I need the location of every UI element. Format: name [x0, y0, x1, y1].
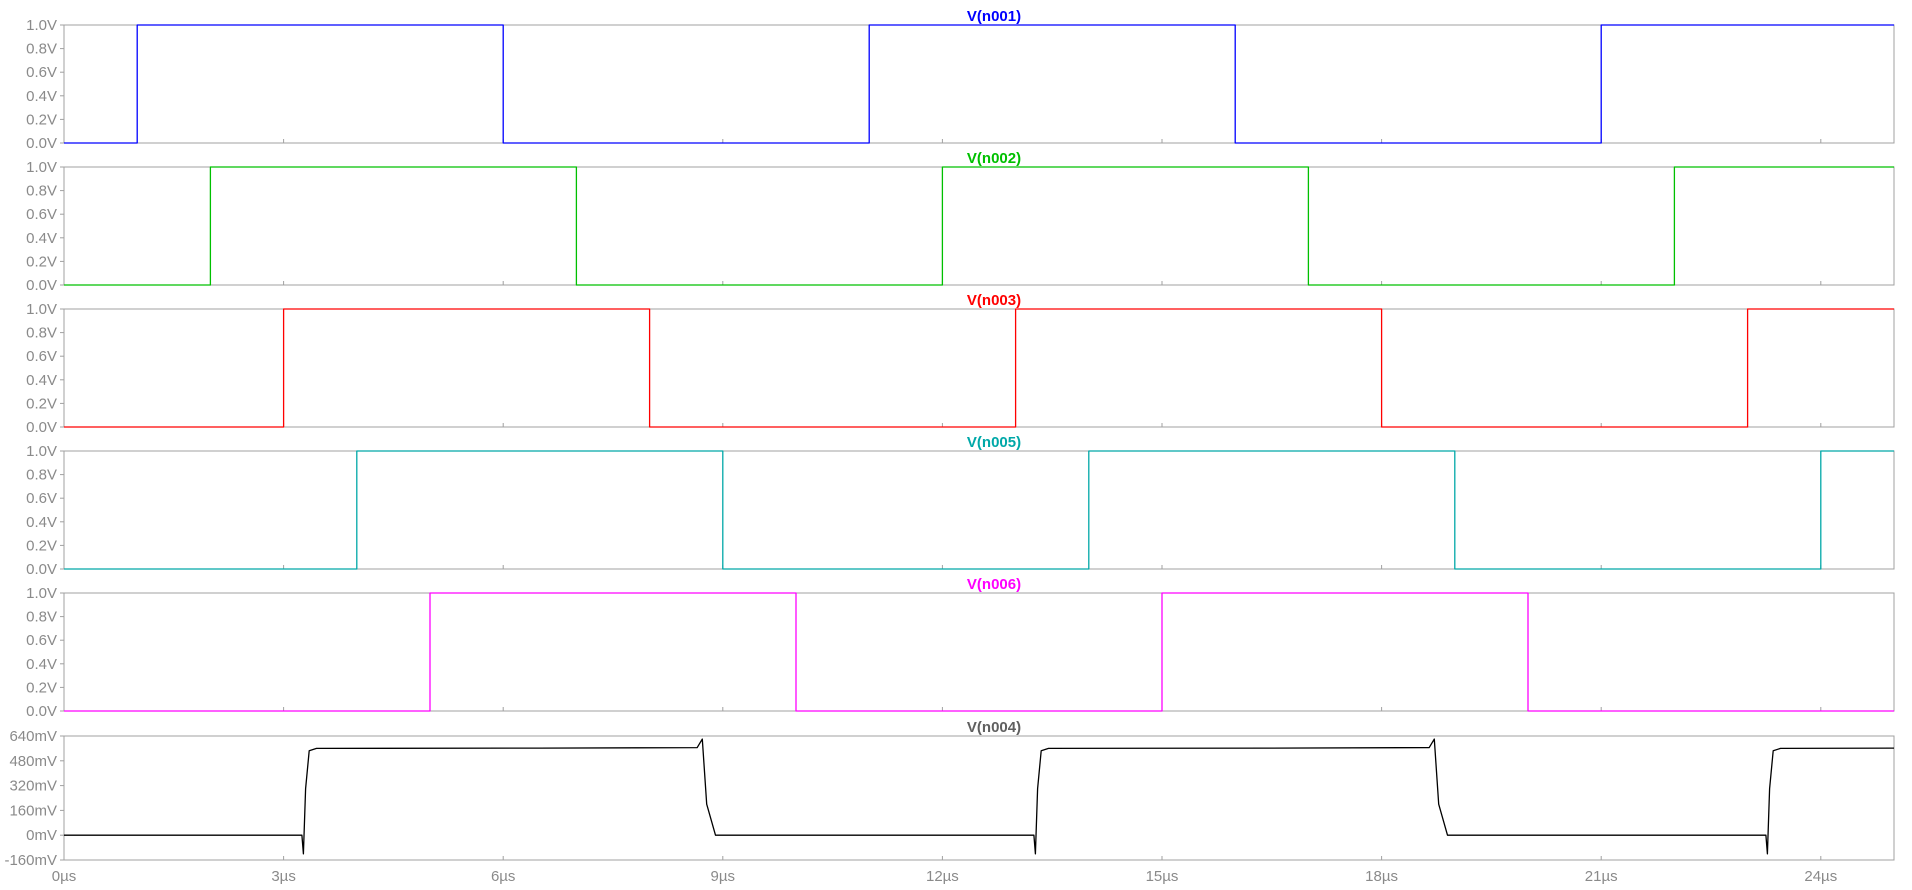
panel-frame — [63, 24, 1895, 144]
panel-title: V(n003) — [967, 292, 1021, 309]
y-tick-label: 0.6V — [26, 348, 57, 365]
panel-title: V(n001) — [967, 8, 1021, 25]
y-tick-label: 0.2V — [26, 537, 57, 554]
panel-frame — [63, 308, 1895, 428]
y-tick-label: 0.8V — [26, 609, 57, 626]
panel-frame — [63, 166, 1895, 286]
x-tick-label: 0µs — [52, 868, 77, 885]
y-tick-label: 1.0V — [26, 159, 57, 176]
trace-v-n001 — [64, 24, 1894, 144]
y-tick-label: 0.2V — [26, 679, 57, 696]
trace-v-n002 — [64, 166, 1894, 286]
y-tick-label: 0.0V — [26, 277, 57, 294]
y-tick-label: 0.0V — [26, 135, 57, 152]
y-tick-label: 0.6V — [26, 632, 57, 649]
trace-v-n006 — [64, 592, 1894, 712]
panel-v-n003: V(n003) 0.0V 0.2V 0.4V 0.6V 0.8V 1.0V — [26, 292, 1895, 436]
plot-panels: V(n001) 0.0V 0.2V 0.4V 0.6V 0.8V 1.0V V(n002) 0.… — [4, 8, 1895, 869]
y-tick-label: 0.4V — [26, 230, 57, 247]
y-tick-label: 0.8V — [26, 41, 57, 58]
y-tick-label: 0.8V — [26, 467, 57, 484]
y-tick-label: 1.0V — [26, 585, 57, 602]
y-tick-label: 640mV — [9, 728, 57, 745]
x-tick-label: 24µs — [1804, 868, 1837, 885]
x-tick-label: 12µs — [926, 868, 959, 885]
panel-v-n005: V(n005) 0.0V 0.2V 0.4V 0.6V 0.8V 1.0V — [26, 434, 1895, 578]
panel-frame — [63, 592, 1895, 712]
x-axis: 0µs 3µs 6µs 9µs 12µs 15µs 18µs 21µs 24µs — [52, 868, 1837, 885]
y-tick-label: 0.4V — [26, 88, 57, 105]
x-tick-label: 18µs — [1365, 868, 1398, 885]
panel-v-n006: V(n006) 0.0V 0.2V 0.4V 0.6V 0.8V 1.0V — [26, 576, 1895, 720]
panel-v-n002: V(n002) 0.0V 0.2V 0.4V 0.6V 0.8V 1.0V — [26, 150, 1895, 294]
panel-title: V(n005) — [967, 434, 1021, 451]
x-tick-label: 3µs — [271, 868, 296, 885]
y-tick-label: 0.0V — [26, 703, 57, 720]
trace-v-n005 — [64, 450, 1894, 570]
panel-v-n004: V(n004) -160mV 0mV 160mV 320mV 480mV 640mV — [4, 719, 1895, 869]
panel-title: V(n002) — [967, 150, 1021, 167]
y-tick-label: -160mV — [4, 852, 57, 869]
y-tick-label: 160mV — [9, 802, 57, 819]
y-tick-label: 0.2V — [26, 395, 57, 412]
x-tick-label: 6µs — [491, 868, 516, 885]
y-tick-label: 0.4V — [26, 514, 57, 531]
y-tick-label: 320mV — [9, 778, 57, 795]
y-tick-label: 0.2V — [26, 253, 57, 270]
y-tick-label: 0.0V — [26, 561, 57, 578]
y-tick-label: 0.8V — [26, 183, 57, 200]
x-tick-label: 15µs — [1146, 868, 1179, 885]
y-tick-label: 0.0V — [26, 419, 57, 436]
y-tick-label: 0.6V — [26, 490, 57, 507]
x-tick-label: 21µs — [1585, 868, 1618, 885]
y-tick-label: 0mV — [26, 827, 57, 844]
panel-title: V(n006) — [967, 576, 1021, 593]
y-tick-label: 0.6V — [26, 206, 57, 223]
panel-title: V(n004) — [967, 719, 1021, 736]
x-tick-label: 9µs — [711, 868, 736, 885]
y-tick-label: 1.0V — [26, 443, 57, 460]
y-tick-label: 480mV — [9, 753, 57, 770]
panel-frame — [63, 735, 1895, 861]
trace-v-n003 — [64, 308, 1894, 428]
y-tick-label: 0.4V — [26, 372, 57, 389]
y-tick-label: 1.0V — [26, 17, 57, 34]
panel-frame — [63, 450, 1895, 570]
y-tick-label: 0.8V — [26, 325, 57, 342]
panel-v-n001: V(n001) 0.0V 0.2V 0.4V 0.6V 0.8V 1.0V — [26, 8, 1895, 152]
y-tick-label: 0.6V — [26, 64, 57, 81]
trace-v-n004 — [64, 738, 1895, 855]
y-tick-label: 0.2V — [26, 111, 57, 128]
y-tick-label: 1.0V — [26, 301, 57, 318]
y-tick-label: 0.4V — [26, 656, 57, 673]
